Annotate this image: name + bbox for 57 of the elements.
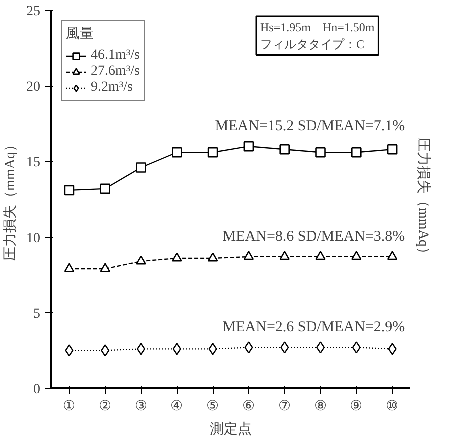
point [100,263,110,272]
y2-axis-title: 圧力損失（mmAq） [416,138,432,261]
y-tick-label: 0 [34,382,40,398]
x-tick-label: ⑩ [386,400,400,414]
point [352,251,362,260]
y-tick-label: 20 [26,80,40,96]
point [244,251,254,260]
point [208,147,218,158]
x-tick-label: ③ [134,400,148,414]
y-tick-label: 5 [34,306,40,322]
point [316,342,326,354]
point [388,343,397,356]
x-tick-label: ⑨ [350,400,364,414]
point [352,147,362,158]
point [387,144,398,155]
point [316,147,326,158]
point [65,344,74,357]
point [208,252,218,262]
point [136,256,146,265]
point [64,185,75,196]
point [316,251,326,260]
annotation: MEAN=15.2 SD/MEAN=7.1% [215,118,406,135]
point [136,162,146,173]
y-axis-title: 圧力損失（mmAq） [2,138,18,261]
legend-title: 風量 [66,26,95,43]
legend-label: 9.2m³/s [91,80,133,96]
point [280,342,290,354]
point [64,263,75,272]
x-tick-label: ⑦ [278,400,292,414]
annotation: Hs=1.95m Hn=1.50m フィルタタイプ：C [260,20,376,52]
point [172,252,182,262]
x-tick-label: ④ [170,400,184,414]
point [244,342,254,354]
point [208,343,218,356]
x-tick-label: ⑤ [206,400,220,414]
point [280,144,290,155]
annotation: MEAN=2.6 SD/MEAN=2.9% [222,320,406,336]
point [244,141,254,152]
x-tick-label: ② [98,400,112,414]
legend-label: 46.1m³/s [91,48,140,64]
point [387,251,398,260]
annotation: MEAN=8.6 SD/MEAN=3.8% [222,228,406,245]
point [352,342,361,354]
point [101,344,110,357]
y-tick-label: 10 [26,231,40,246]
point [280,251,290,260]
x-tick-label: ⑧ [314,400,328,414]
point [172,343,182,356]
point [136,343,146,356]
x-tick-label: ① [62,400,76,414]
x-tick-label: ⑥ [242,400,256,414]
x-axis-title: 測定点 [210,422,252,438]
y-tick-label: 15 [26,156,40,171]
point [172,147,182,158]
legend-label: 27.6m³/s [91,64,140,80]
y-tick-label: 25 [26,4,40,20]
point [100,184,110,194]
